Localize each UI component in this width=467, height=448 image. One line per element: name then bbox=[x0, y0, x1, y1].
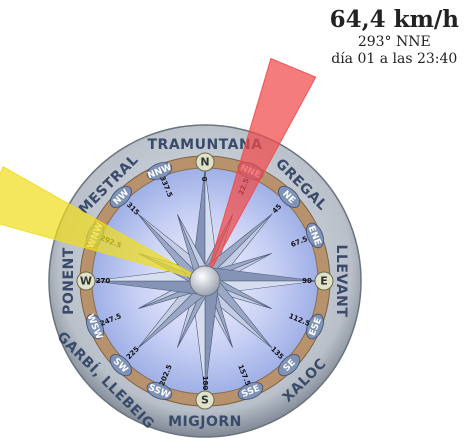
wind-needle-1 bbox=[0, 166, 206, 282]
degree-label: 90 bbox=[302, 277, 312, 285]
wind-name-2: LLEVANT bbox=[333, 245, 349, 318]
degree-label: 0 bbox=[201, 176, 209, 181]
point-label: N bbox=[200, 156, 209, 169]
point-w: W 270 bbox=[76, 271, 111, 291]
degree-label: 270 bbox=[96, 277, 111, 285]
wind-name-6: PONENT bbox=[61, 247, 77, 315]
wind-name-label: MIGJORN bbox=[168, 414, 242, 430]
wind-direction: 293° NNE bbox=[357, 34, 431, 50]
reading-datetime: día 01 a las 23:40 bbox=[331, 51, 458, 67]
wind-needle-0 bbox=[204, 57, 317, 282]
point-n: N0 bbox=[195, 152, 215, 181]
point-label: S bbox=[201, 394, 209, 407]
wind-name-label: TRAMUNTANA bbox=[147, 137, 262, 153]
wind-name-4: MIGJORN bbox=[168, 414, 242, 430]
wind-speed: 64,4 km/h bbox=[329, 6, 459, 33]
point-label: E bbox=[320, 275, 328, 288]
compass-hub bbox=[189, 265, 221, 297]
wind-name-label: LLEVANT bbox=[333, 245, 349, 318]
wind-name-0: TRAMUNTANA bbox=[147, 137, 262, 153]
point-label: W bbox=[80, 275, 92, 288]
wind-name-label: PONENT bbox=[61, 247, 77, 315]
point-e: E 90 bbox=[302, 271, 334, 291]
degree-label: 180 bbox=[201, 376, 209, 391]
point-s: S 180 bbox=[195, 376, 215, 410]
wind-readout: 64,4 km/h 293° NNE día 01 a las 23:40 bbox=[330, 6, 459, 68]
